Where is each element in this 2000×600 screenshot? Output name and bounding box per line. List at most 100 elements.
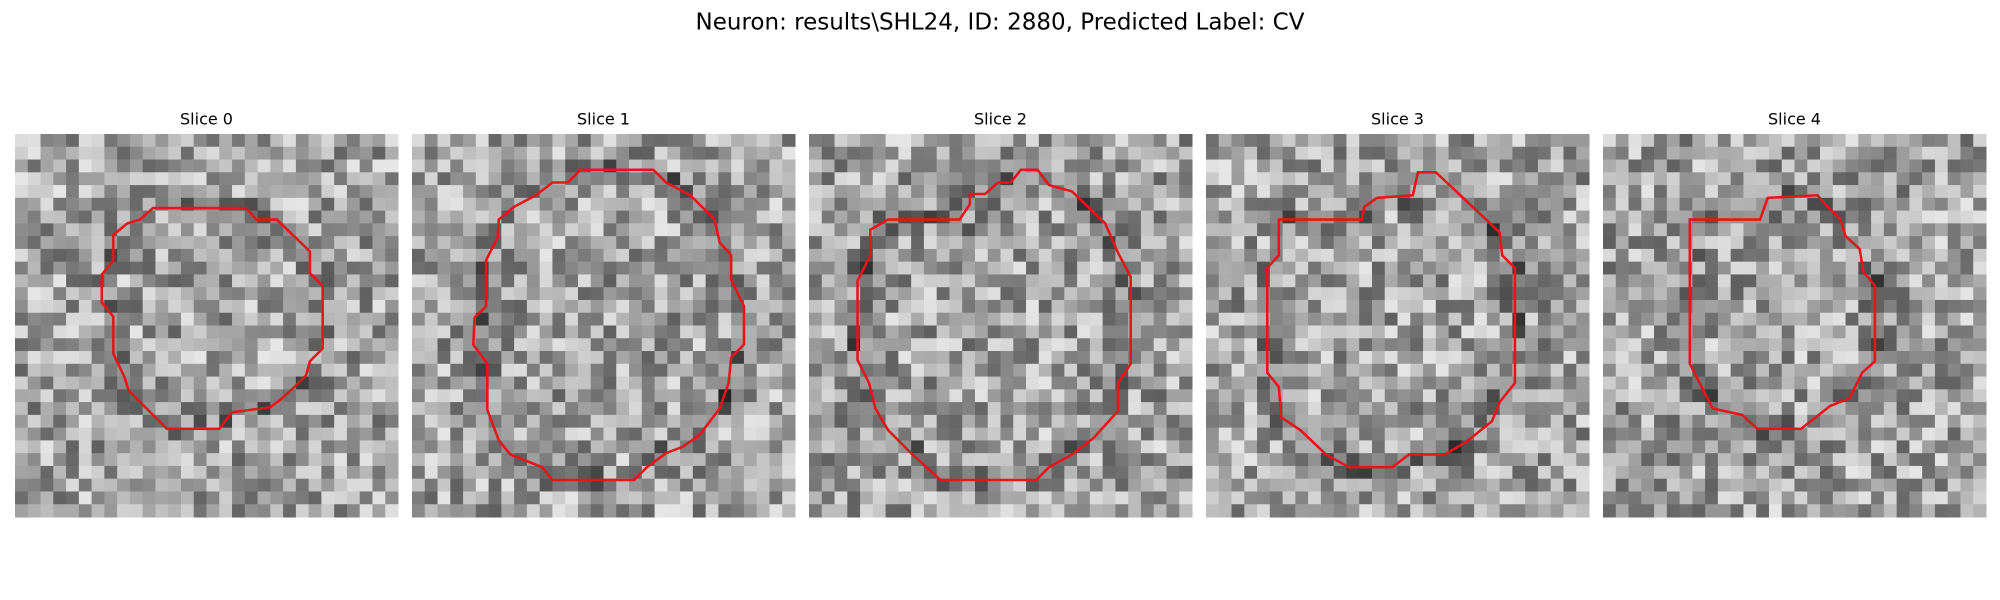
pixel (847, 134, 861, 148)
pixel (501, 504, 515, 518)
pixel (1038, 402, 1053, 416)
pixel (1257, 465, 1271, 480)
pixel (949, 351, 963, 365)
pixel (923, 236, 938, 250)
pixel (372, 261, 386, 275)
pixel (244, 223, 259, 237)
pixel (782, 274, 796, 288)
pixel (654, 440, 668, 454)
pixel (385, 504, 399, 518)
pixel (1832, 376, 1847, 390)
pixel (654, 287, 668, 301)
pixel (1628, 274, 1642, 288)
pixel (1576, 351, 1590, 365)
pixel (949, 274, 963, 288)
pixel (1807, 389, 1821, 403)
pixel (1603, 223, 1617, 237)
pixel (142, 414, 156, 429)
pixel (1845, 274, 1859, 288)
pixel (1448, 491, 1462, 505)
pixel (1845, 491, 1859, 505)
pixel (1909, 504, 1923, 518)
pixel (1576, 299, 1590, 314)
pixel (769, 146, 783, 161)
pixel (911, 261, 925, 275)
pixel (590, 236, 605, 250)
pixel (1231, 299, 1245, 314)
pixel (936, 312, 950, 327)
pixel (1692, 146, 1706, 161)
pixel (1128, 210, 1142, 224)
pixel (1563, 248, 1577, 263)
pixel (1705, 146, 1719, 161)
pixel (1654, 223, 1668, 237)
pixel (590, 351, 605, 365)
pixel (987, 376, 1002, 390)
pixel (1603, 210, 1617, 224)
pixel (450, 338, 464, 352)
pixel (15, 325, 29, 339)
pixel (923, 504, 938, 518)
pixel (1845, 363, 1859, 378)
pixel (949, 389, 963, 403)
pixel (834, 172, 848, 186)
pixel (1295, 504, 1309, 518)
pixel (346, 146, 361, 161)
pixel (1423, 236, 1437, 250)
pixel (1346, 159, 1360, 173)
pixel (1563, 197, 1577, 212)
pixel (27, 453, 42, 467)
pixel (1486, 210, 1501, 224)
pixel (847, 453, 861, 467)
pixel (437, 427, 451, 441)
pixel (463, 261, 477, 275)
pixel (1257, 440, 1271, 454)
pixel (860, 491, 874, 505)
pixel (1820, 185, 1834, 199)
pixel (437, 389, 451, 403)
pixel (667, 351, 681, 365)
pixel (1089, 312, 1104, 327)
pixel (1654, 389, 1668, 403)
pixel (936, 274, 950, 288)
pixel (885, 197, 899, 212)
pixel (1615, 440, 1630, 454)
pixel (1960, 478, 1974, 492)
pixel (180, 427, 195, 441)
pixel (1397, 363, 1411, 378)
pixel (168, 210, 182, 224)
pixel (680, 427, 694, 441)
pixel (680, 402, 694, 416)
pixel (206, 274, 220, 288)
pixel (155, 351, 169, 365)
pixel (1269, 146, 1284, 161)
pixel (987, 427, 1002, 441)
pixel (1269, 338, 1284, 352)
pixel (923, 453, 938, 467)
pixel (1448, 134, 1462, 148)
pixel (898, 274, 912, 288)
pixel (1013, 465, 1027, 480)
pixel (1206, 248, 1220, 263)
pixel (654, 261, 668, 275)
pixel (1153, 414, 1167, 429)
pixel (1781, 210, 1796, 224)
pixel (1960, 159, 1974, 173)
pixel (346, 236, 361, 250)
pixel (334, 274, 348, 288)
pixel (872, 248, 887, 263)
pixel (1563, 146, 1577, 161)
pixel (1896, 299, 1910, 314)
pixel (1705, 504, 1719, 518)
pixel (1269, 325, 1284, 339)
pixel (232, 414, 246, 429)
pixel (847, 197, 861, 212)
pixel (936, 210, 950, 224)
pixel (1346, 427, 1360, 441)
pixel (1128, 261, 1142, 275)
pixel (1013, 134, 1027, 148)
pixel (1423, 312, 1437, 327)
pixel (129, 478, 144, 492)
pixel (219, 453, 233, 467)
